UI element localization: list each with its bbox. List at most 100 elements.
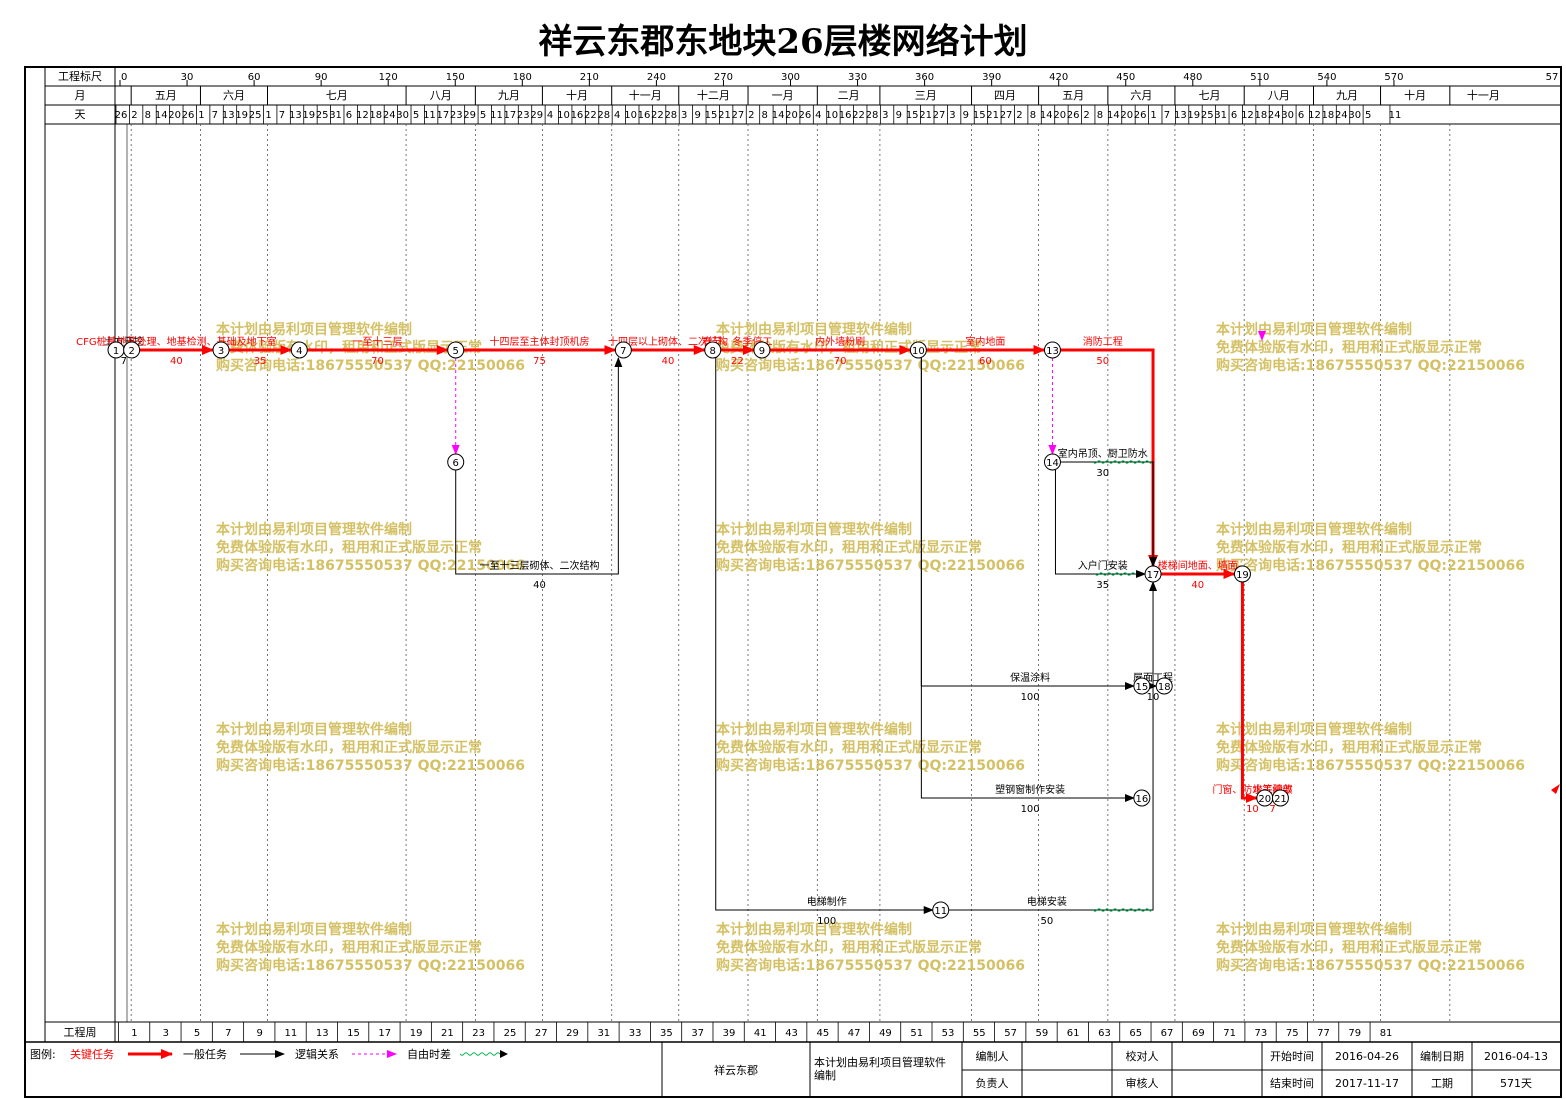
task-name: 消防工程	[1083, 335, 1123, 348]
legend-critical-label: 关键任务	[70, 1047, 114, 1061]
scale-tick-label: 330	[848, 72, 867, 83]
day-label: 23	[517, 110, 530, 121]
task-name: CFG桩基地基处理、地基检测、基础及地下室	[76, 335, 276, 348]
scale-tick-label: 540	[1317, 72, 1336, 83]
event-node-circle	[932, 901, 950, 919]
legend: 图例: 关键任务 一般任务 逻辑关系 自由时差	[30, 1047, 508, 1061]
month-label: 二月	[838, 89, 860, 102]
task-name: 十四层至主体封顶机房	[490, 335, 590, 348]
task-name: 门窗、防水等细部	[1212, 783, 1292, 796]
outer-frame	[24, 66, 1562, 1098]
watermark-text: 免费体验版有水印，租用和正式版显示正常	[216, 739, 482, 756]
month-label: 十月	[566, 88, 588, 102]
task-duration: 22	[731, 356, 744, 367]
watermark-text: 免费体验版有水印，租用和正式版显示正常	[1216, 539, 1482, 556]
week-label: 77	[1317, 1028, 1330, 1039]
task-duration: 30	[1096, 468, 1109, 479]
scale-tick-label: 120	[379, 72, 398, 83]
day-label: 13	[289, 110, 302, 121]
scale-label: 工程标尺	[58, 69, 102, 83]
day-label: 10	[825, 110, 838, 121]
event-node-circle	[909, 341, 927, 359]
event-node: 6	[447, 453, 465, 471]
watermark-block: 本计划由易利项目管理软件编制免费体验版有水印，租用和正式版显示正常购买咨询电话:…	[1216, 721, 1525, 774]
watermark-text: 购买咨询电话:18675550537 QQ:22150066	[216, 957, 525, 974]
task-arrow	[1240, 582, 1258, 803]
day-label: 29	[530, 110, 543, 121]
watermark-text: 购买咨询电话:18675550537 QQ:22150066	[716, 757, 1025, 774]
scale-tick-label: 270	[714, 72, 733, 83]
event-node: 4	[290, 341, 308, 359]
day-label: 24	[1335, 110, 1348, 121]
day-label: 3	[882, 110, 888, 121]
month-label: 五月	[155, 89, 177, 102]
day-label: 18	[1254, 110, 1267, 121]
month-label: 五月	[1062, 89, 1084, 102]
task-name: 保温涂料	[1010, 671, 1050, 684]
watermark-text: 本计划由易利项目管理软件编制	[716, 721, 912, 738]
watermark-text: 购买咨询电话:18675550537 QQ:22150066	[1216, 757, 1525, 774]
task-duration: 70	[371, 356, 384, 367]
day-label: 26	[1134, 110, 1147, 121]
event-node: 16	[1133, 789, 1151, 807]
day-label: 2	[1016, 110, 1022, 121]
task-duration: 60	[979, 356, 992, 367]
scale-tick-label: 150	[446, 72, 465, 83]
scale-tick-label: 510	[1250, 72, 1269, 83]
watermark-text: 本计划由易利项目管理软件编制	[716, 321, 912, 338]
watermark-text: 免费体验版有水印，租用和正式版显示正常	[716, 539, 982, 556]
day-label: 24	[1268, 110, 1281, 121]
scale-tick-label: 60	[248, 72, 261, 83]
week-label: 3	[163, 1028, 169, 1039]
week-label: 69	[1192, 1028, 1205, 1039]
day-label: 25	[249, 110, 262, 121]
scale-tick-label: 420	[1049, 72, 1068, 83]
watermark-text: 本计划由易利项目管理软件编制	[1216, 721, 1412, 738]
event-node-id: 6	[453, 458, 459, 469]
day-label: 8	[1097, 110, 1103, 121]
event-node: 14	[1043, 453, 1061, 471]
day-label: 9	[896, 110, 902, 121]
day-label: 26	[1067, 110, 1080, 121]
week-label: 53	[942, 1028, 955, 1039]
day-label: 8	[1030, 110, 1036, 121]
week-label: 57	[1004, 1028, 1017, 1039]
task-duration: 10	[1246, 804, 1259, 815]
scale-tick-label: 570	[1384, 72, 1403, 83]
event-node-id: 20	[1258, 794, 1271, 805]
scale-tick-label: 300	[781, 72, 800, 83]
day-label: 11	[423, 110, 436, 121]
day-label: 5	[413, 110, 419, 121]
task-arrow	[948, 581, 1158, 911]
task-name: 入户门安装	[1078, 559, 1128, 572]
event-node-id: 2	[128, 346, 134, 357]
day-label: 4	[815, 110, 821, 121]
week-label: 9	[256, 1028, 262, 1039]
day-label: 25	[1201, 110, 1214, 121]
event-node-id: 18	[1158, 682, 1171, 693]
day-label: 12	[1241, 110, 1254, 121]
event-node: 21	[1271, 789, 1289, 807]
event-node-id: 10	[912, 346, 925, 357]
day-label: 26	[799, 110, 812, 121]
task-duration: 50	[1041, 916, 1054, 927]
event-node-circle	[1233, 565, 1251, 583]
event-node: 17	[1144, 565, 1162, 583]
task-name: 十四层以上砌体、二次结构	[608, 335, 728, 348]
footer-end: 2017-11-17	[1335, 1077, 1399, 1090]
watermark-text: 本计划由易利项目管理软件编制	[1216, 321, 1412, 338]
scale-tick-label: 480	[1183, 72, 1202, 83]
footer-date-label: 编制日期	[1420, 1049, 1464, 1063]
month-label: 十月	[1404, 88, 1426, 102]
week-label: 43	[785, 1028, 798, 1039]
day-label: 10	[624, 110, 637, 121]
event-node: 11	[932, 901, 950, 919]
week-label: 71	[1223, 1028, 1236, 1039]
day-label: 6	[346, 110, 352, 121]
task-duration: 7	[1269, 804, 1275, 815]
week-label: 79	[1348, 1028, 1361, 1039]
watermark-text: 免费体验版有水印，租用和正式版显示正常	[1216, 739, 1482, 756]
task-duration: 40	[533, 580, 546, 591]
free-float-wave	[1092, 460, 1152, 464]
watermark-text: 免费体验版有水印，租用和正式版显示正常	[716, 939, 982, 956]
